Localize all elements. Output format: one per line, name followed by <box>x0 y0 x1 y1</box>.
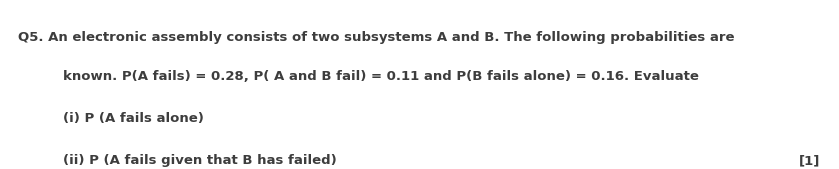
Text: (ii) P (A fails given that B has failed): (ii) P (A fails given that B has failed) <box>63 154 336 167</box>
Text: (i) P (A fails alone): (i) P (A fails alone) <box>63 112 204 125</box>
Text: known. P(A fails) = 0.28, P( A and B fail) = 0.11 and P(B fails alone) = 0.16. E: known. P(A fails) = 0.28, P( A and B fai… <box>63 70 699 82</box>
Text: [1]: [1] <box>800 154 821 167</box>
Text: Q5. An electronic assembly consists of two subsystems A and B. The following pro: Q5. An electronic assembly consists of t… <box>18 31 735 44</box>
